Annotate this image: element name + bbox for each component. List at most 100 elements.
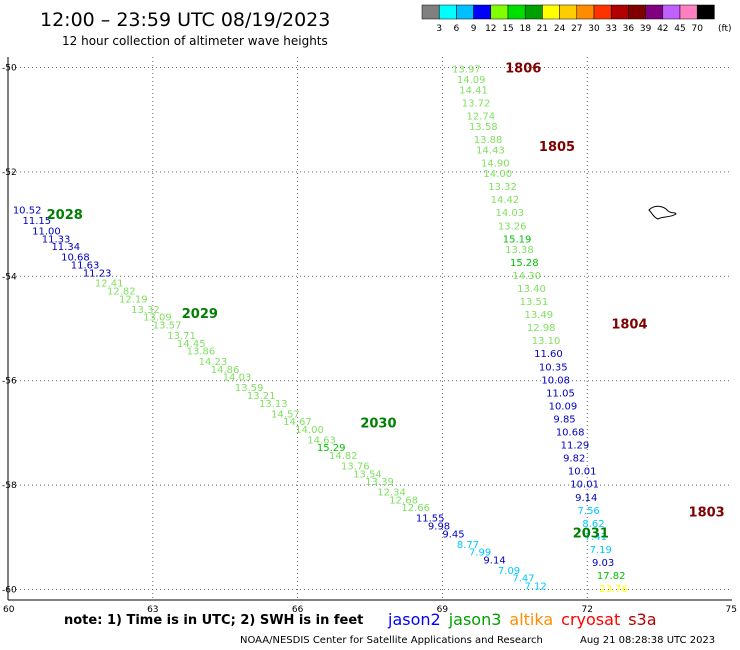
scale-swatch bbox=[507, 4, 526, 20]
swh-value: 10.52 bbox=[13, 206, 42, 217]
swh-value: 9.03 bbox=[592, 558, 614, 569]
swh-value: 10.68 bbox=[61, 253, 90, 264]
satellite-name: altika bbox=[509, 610, 553, 629]
swh-value: 14.03 bbox=[223, 373, 252, 384]
swh-value: 14.41 bbox=[459, 86, 488, 97]
swh-value: 11.15 bbox=[22, 216, 51, 227]
swh-value: 7.41 bbox=[585, 532, 607, 543]
swh-value: 14.00 bbox=[295, 425, 324, 436]
swh-value: 14.63 bbox=[307, 435, 336, 446]
scale-swatch bbox=[524, 4, 543, 20]
scale-swatch bbox=[593, 4, 612, 20]
scale-label: 9 bbox=[471, 24, 477, 34]
swh-value: 13.72 bbox=[462, 99, 491, 110]
swh-value: 8.77 bbox=[457, 540, 479, 551]
pass-labels: 1806 1805 1804 1803 2028 2029 2030 2031 bbox=[47, 62, 725, 542]
y-tick-label: -52 bbox=[2, 168, 17, 178]
swh-value: 9.14 bbox=[575, 493, 597, 504]
swh-value: 14.67 bbox=[283, 417, 312, 428]
swh-value: 14.30 bbox=[512, 271, 541, 282]
chart-subtitle: 12 hour collection of altimeter wave hei… bbox=[62, 34, 328, 48]
x-tick-label: 75 bbox=[726, 605, 737, 615]
pass-label: 1805 bbox=[539, 140, 575, 155]
pass-label: 2030 bbox=[360, 417, 396, 432]
swh-value: 13.86 bbox=[187, 347, 216, 358]
swh-value: 13.13 bbox=[259, 399, 288, 410]
y-tick-label: -54 bbox=[2, 272, 17, 282]
swh-value: 13.57 bbox=[153, 321, 182, 332]
swh-value: 15.29 bbox=[317, 443, 346, 454]
scale-label: 27 bbox=[571, 24, 582, 34]
swh-value: 11.63 bbox=[71, 260, 100, 271]
pass-label: 2028 bbox=[47, 208, 83, 223]
swh-value: 7.09 bbox=[498, 566, 520, 577]
swh-value: 7.99 bbox=[469, 548, 491, 559]
swh-value: 13.09 bbox=[143, 313, 172, 324]
swh-value: 10.09 bbox=[549, 401, 578, 412]
pass-label: 2031 bbox=[573, 526, 609, 541]
x-tick-label: 60 bbox=[3, 605, 15, 615]
scale-swatch bbox=[679, 4, 698, 20]
swh-value: 9.85 bbox=[553, 414, 575, 425]
swh-value: 13.49 bbox=[524, 310, 553, 321]
swh-value: 14.82 bbox=[329, 451, 358, 462]
scale-swatch bbox=[696, 4, 715, 20]
swh-value: 14.57 bbox=[271, 409, 300, 420]
scale-swatch bbox=[662, 4, 681, 20]
swh-value: 13.58 bbox=[469, 122, 498, 133]
scale-label: 18 bbox=[519, 24, 531, 34]
swh-value: 14.42 bbox=[491, 195, 520, 206]
swh-value: 12.19 bbox=[119, 294, 148, 305]
scale-label: 30 bbox=[588, 24, 600, 34]
swh-value: 12.66 bbox=[401, 503, 430, 514]
x-tick-label: 69 bbox=[437, 605, 449, 615]
swh-value: 13.39 bbox=[365, 477, 394, 488]
y-tick-label: -50 bbox=[2, 63, 17, 73]
footer-credit: NOAA/NESDIS Center for Satellite Applica… bbox=[240, 635, 543, 646]
swh-value: 9.45 bbox=[442, 529, 464, 540]
swh-value: 12.68 bbox=[389, 495, 418, 506]
scale-label: 21 bbox=[537, 24, 548, 34]
pass-label: 1803 bbox=[689, 505, 725, 520]
y-tick-label: -58 bbox=[2, 481, 17, 491]
swh-value: 13.59 bbox=[235, 383, 264, 394]
scale-label: 42 bbox=[657, 24, 668, 34]
swh-value: 11.55 bbox=[416, 514, 445, 525]
plot-grid bbox=[7, 57, 732, 601]
scale-label: 6 bbox=[454, 24, 460, 34]
swh-value: 13.40 bbox=[517, 284, 546, 295]
scale-label: 33 bbox=[605, 24, 616, 34]
swh-value: 12.98 bbox=[527, 323, 556, 334]
swh-value: 14.09 bbox=[457, 75, 486, 86]
footer-note: note: 1) Time is in UTC; 2) SWH is in fe… bbox=[64, 613, 363, 628]
swh-value: 12.34 bbox=[377, 488, 406, 499]
island-outline bbox=[648, 205, 677, 220]
swh-value: 11.29 bbox=[561, 441, 590, 452]
scale-swatch bbox=[473, 4, 492, 20]
swh-value: 14.45 bbox=[177, 339, 206, 350]
swh-value: 15.19 bbox=[503, 234, 532, 245]
scale-label: 45 bbox=[674, 24, 685, 34]
swh-value: 13.71 bbox=[167, 331, 196, 342]
swh-value: 9.98 bbox=[428, 522, 450, 533]
satellite-name: jason3 bbox=[448, 610, 502, 629]
scale-label: 12 bbox=[485, 24, 496, 34]
swh-value: 13.10 bbox=[532, 336, 561, 347]
swh-value: 12.82 bbox=[107, 287, 136, 298]
pass-label: 1804 bbox=[611, 318, 647, 333]
satellite-name: s3a bbox=[628, 610, 656, 629]
x-tick-label: 72 bbox=[581, 605, 592, 615]
chart-title: 12:00 – 23:59 UTC 08/19/2023 bbox=[40, 9, 330, 31]
scale-label: 70 bbox=[691, 24, 703, 34]
pass-label: 2029 bbox=[182, 307, 218, 322]
swh-value: 13.32 bbox=[131, 305, 160, 316]
scale-swatch bbox=[490, 4, 509, 20]
swh-value: 13.51 bbox=[520, 297, 549, 308]
swh-value: 10.68 bbox=[556, 428, 585, 439]
satellite-name: cryosat bbox=[561, 610, 620, 629]
swh-value: 14.23 bbox=[199, 357, 228, 368]
swh-value: 13.76 bbox=[341, 461, 370, 472]
swh-value: 23.76 bbox=[599, 584, 628, 595]
swh-value: 12.41 bbox=[95, 279, 124, 290]
